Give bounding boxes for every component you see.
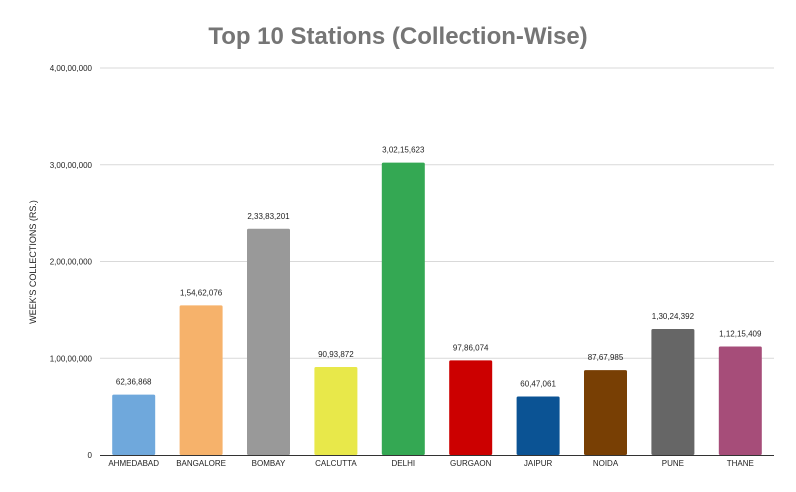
bar-bangalore: [179, 305, 223, 455]
data-label: 1,12,15,409: [719, 329, 762, 338]
data-label: 1,54,62,076: [180, 288, 223, 297]
bar-ahmedabad: [112, 394, 156, 455]
y-tick-label: 1,00,00,000: [50, 354, 93, 363]
bars: [112, 162, 762, 455]
x-category-label: CALCUTTA: [315, 459, 357, 468]
data-label: 3,02,15,623: [382, 146, 425, 155]
x-category-label: NOIDA: [593, 459, 619, 468]
x-category-label: AHMEDABAD: [108, 459, 159, 468]
bar-thane: [718, 346, 762, 455]
data-label: 90,93,872: [318, 350, 354, 359]
y-tick-label: 2,00,00,000: [50, 258, 93, 267]
x-axis-categories: AHMEDABAD BANGALORE BOMBAY CALCUTTA DELHI GUR…: [108, 459, 754, 468]
x-category-label: BOMBAY: [252, 459, 286, 468]
x-category-label: THANE: [727, 459, 754, 468]
data-label: 2,33,83,201: [247, 212, 290, 221]
x-category-label: GURGAON: [450, 459, 492, 468]
bar-jaipur: [516, 396, 560, 455]
bar-calcutta: [314, 367, 358, 455]
x-category-label: DELHI: [392, 459, 416, 468]
bar-pune: [651, 328, 695, 455]
bar-gurgaon: [449, 360, 493, 455]
chart-title: Top 10 Stations (Collection-Wise): [208, 23, 587, 50]
bar-delhi: [381, 162, 425, 455]
data-label: 62,36,868: [116, 378, 152, 387]
y-axis-label: WEEK'S COLLECTIONS (RS.): [28, 200, 38, 324]
bar-bombay: [247, 228, 290, 455]
x-category-label: PUNE: [662, 459, 684, 468]
bar-noida: [584, 370, 627, 455]
y-tick-label: 3,00,00,000: [50, 161, 93, 170]
x-category-label: BANGALORE: [176, 459, 226, 468]
data-labels: 62,36,868 1,54,62,076 2,33,83,201 90,93,872…: [116, 146, 762, 389]
data-label: 97,86,074: [453, 343, 489, 352]
data-label: 87,67,985: [588, 353, 624, 362]
y-axis-ticks: 0 1,00,00,000 2,00,00,000 3,00,00,000 4,00,0…: [50, 64, 93, 460]
data-label: 60,47,061: [520, 379, 556, 388]
x-category-label: JAIPUR: [524, 459, 553, 468]
y-tick-label: 4,00,00,000: [50, 64, 93, 73]
y-tick-label: 0: [88, 451, 93, 460]
data-label: 1,30,24,392: [652, 312, 695, 321]
